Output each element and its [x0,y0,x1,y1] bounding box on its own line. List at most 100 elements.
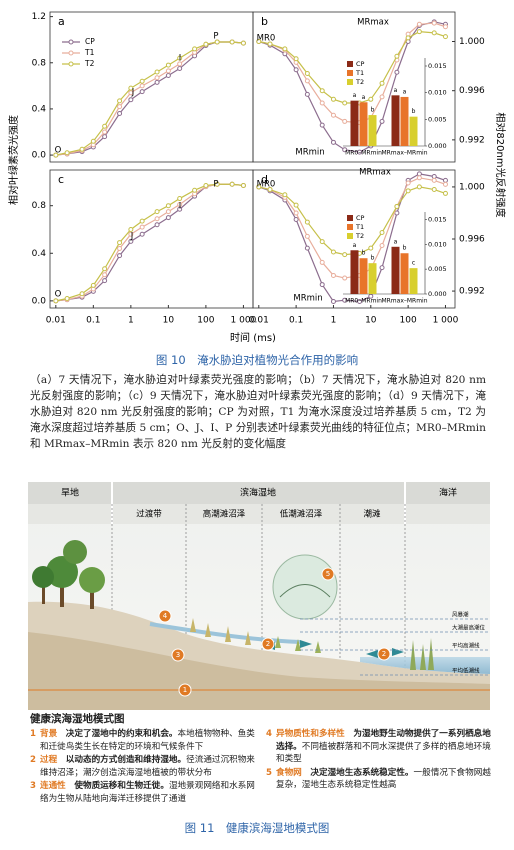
data-point [319,88,325,94]
data-point [379,229,385,235]
x-tick-label: 0.01 [249,316,269,326]
series-line [258,173,446,303]
inset-bar [368,115,377,146]
number-badge-label: 1 [183,686,187,694]
legend-swatch [347,79,353,85]
data-point [431,174,437,180]
item-head: 食物网 [275,767,302,778]
data-point [165,215,171,221]
data-point [379,80,385,86]
number-badge-label: 2 [266,640,270,648]
y-tick-label: 0.8 [32,201,47,211]
data-point [342,297,348,303]
legend-label: CP [356,214,365,222]
item-bold: 使物质运移和生物迁徙。 [74,781,169,791]
figure-caption: 图 11 健康滨海湿地模式图 [184,821,330,835]
item-head: 背景 [39,729,58,739]
annotation: I [179,54,182,64]
data-point [117,246,123,252]
data-point [154,69,160,75]
significance-letter: a [362,94,366,101]
number-badge [171,648,185,662]
legend-label: T1 [84,48,95,57]
legend-label: CP [85,37,95,46]
legend-swatch [347,215,353,221]
data-point [293,67,299,73]
data-point [165,62,171,68]
inset-bar [400,96,409,146]
data-point [319,239,325,245]
data-point [139,89,145,95]
significance-letter: b [362,250,366,257]
data-point [293,216,299,222]
data-point [128,226,134,232]
data-point [64,295,70,301]
item-body: 连通性 使物质运移和生物迁徙。湿地景观网络和水系网络为生物从陆地向海洋迁移提供了… [40,780,256,805]
item-bold: 为湿地野生动物提供了一系列栖息地选择。 [275,729,491,752]
inset-bar [368,263,377,294]
number-badge [178,683,192,697]
annotation: P [213,32,218,42]
annotation: MRmax [357,18,389,28]
data-point [102,123,108,129]
data-point [304,233,310,239]
data-point [357,298,363,304]
panel-label: c [58,173,64,186]
legend-label: T2 [84,59,95,68]
legend-marker [68,50,74,56]
subzone-label: 过渡带 [136,509,162,520]
y-tick-label: 0.0 [32,296,47,306]
data-point [282,192,288,198]
item-bold: 以动态的方式创造和维持湿地。 [65,755,187,765]
data-point [405,35,411,41]
data-point [442,177,448,183]
data-point [342,252,348,258]
data-point [442,24,448,30]
data-point [154,79,160,85]
inset-category-label: MR0–MRmin [345,298,382,305]
data-point [330,249,336,255]
data-point [330,298,336,304]
data-point [177,55,183,61]
annotation: MR0 [257,180,276,190]
inset-category-label: MRmax–MRmin [381,150,427,157]
inset-bar [350,100,359,146]
data-point [53,152,59,158]
plot-frame [252,11,456,163]
data-point [117,98,123,104]
significance-letter: c [412,260,415,267]
annotation: MR0 [257,34,276,44]
data-point [128,231,134,237]
x-tick-label: 100 [197,316,214,326]
legend-swatch [347,233,353,239]
list-item: 5 食物网 决定湿地生态系统稳定性。一般情况下食物网越复杂，湿地生态系统稳定性越高 [266,767,492,792]
legend-label: T2 [355,78,364,86]
data-point [368,96,374,102]
data-point [416,175,422,181]
series-line [55,41,244,156]
annotation: MRmax [359,168,391,178]
data-point [319,259,325,265]
data-point [342,147,348,153]
marsh-grass [190,618,434,670]
inset-tick-label: 0.010 [428,89,447,97]
data-point [442,181,448,187]
data-point [379,265,385,271]
significance-letter: b [371,255,375,262]
data-point [405,180,411,186]
data-point [214,181,220,187]
zone-label: 滨海湿地 [240,487,276,499]
number-badge [261,637,275,651]
series-line [55,183,244,302]
data-point [357,149,363,155]
significance-letter: a [394,87,398,94]
y-tick-label: 0.0 [32,151,47,161]
data-point [330,272,336,278]
legend-label: CP [356,60,365,68]
significance-letter: b [403,245,407,252]
annotation: J [131,88,135,98]
y2-tick-label: 0.992 [459,287,485,297]
significance-letter: a [353,92,357,99]
subzone-label: 潮滩 [363,509,381,520]
